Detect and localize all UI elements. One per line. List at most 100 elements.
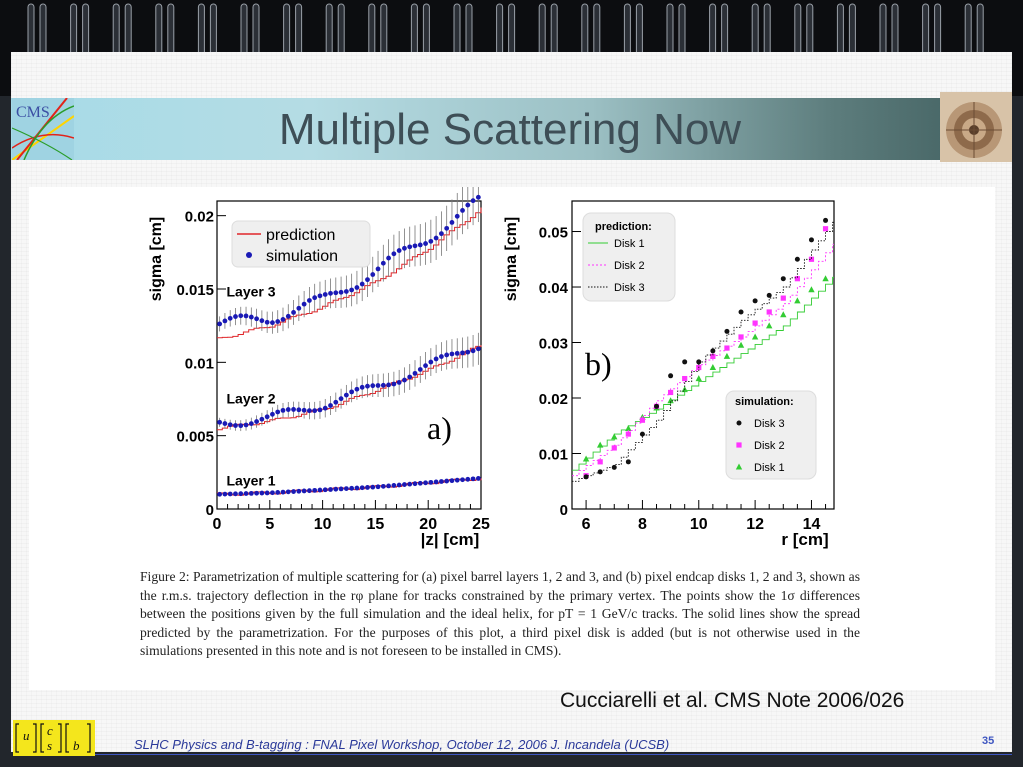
chart-b-simulation-point xyxy=(808,256,815,262)
chart-a-simulation-point xyxy=(217,419,223,425)
chart-a-simulation-point xyxy=(391,251,397,257)
chart-a-simulation-point xyxy=(412,481,418,487)
chart-a-simulation-point xyxy=(402,245,407,251)
chart-a-simulation-point xyxy=(470,348,476,354)
chart-a-simulation-point xyxy=(386,255,391,261)
chart-a-simulation-point xyxy=(439,479,444,484)
chart-b-panel-label: b) xyxy=(585,346,612,382)
chart-b-simulation-point xyxy=(738,309,744,315)
chart-a-simulation-point xyxy=(423,363,428,369)
chart-a-simulation-point xyxy=(291,489,296,494)
chart-a-simulation-point xyxy=(365,485,370,490)
chart-a-simulation-point xyxy=(386,382,391,388)
chart-a-ytick-label: 0.005 xyxy=(176,429,214,446)
chart-a-simulation-point xyxy=(359,281,365,287)
cms-logo-text: CMS xyxy=(16,104,50,121)
chart-a-simulation-point xyxy=(301,301,307,307)
chart-b-legend-prediction-entry: Disk 1 xyxy=(614,238,645,250)
chart-b-simulation-point xyxy=(723,352,731,359)
chart-a-simulation-point xyxy=(417,367,423,372)
chart-a-simulation-point xyxy=(270,411,275,417)
chart-a-xtick-label: 25 xyxy=(472,516,490,533)
chart-a-simulation-point xyxy=(349,485,355,491)
chart-a-simulation-point xyxy=(307,488,312,494)
chart-a-simulation-point xyxy=(217,491,223,497)
chart-a-simulation-point xyxy=(380,483,386,489)
chart-a-simulation-point xyxy=(280,317,286,322)
page-number: 35 xyxy=(982,735,995,747)
chart-a-simulation-point xyxy=(238,491,244,497)
chart-a-simulation-point xyxy=(449,351,455,357)
chart-a-simulation-point xyxy=(386,483,391,489)
chart-a-simulation-point xyxy=(460,477,465,483)
chart-a-simulation-point xyxy=(248,421,254,426)
chart-a-simulation-point xyxy=(454,477,460,483)
chart-a-simulation-point xyxy=(475,346,481,352)
chart-a-simulation-point xyxy=(428,238,434,244)
chart-b-legend-prediction-entry: Disk 3 xyxy=(614,282,645,294)
chart-a-simulation-point xyxy=(227,315,233,321)
chart-a-simulation-point xyxy=(227,491,233,497)
chart-a-simulation-point xyxy=(328,403,333,408)
chart-a-simulation-point xyxy=(354,386,360,392)
chart-b: 6 8 10 12 14 0 0.01 0.02 0.03 0.04 0.05 r [cm] sigma… xyxy=(503,200,835,549)
chart-b-xlabel: r [cm] xyxy=(781,530,828,549)
chart-a-simulation-point xyxy=(396,482,402,488)
chart-a-simulation-point xyxy=(475,194,481,200)
chart-a-simulation-point xyxy=(465,202,471,208)
chart-b-simulation-point xyxy=(667,397,674,404)
chart-a-simulation-point xyxy=(291,407,296,412)
chart-a-simulation-point xyxy=(338,486,344,492)
chart-a-ytick-label: 0.01 xyxy=(185,355,214,372)
chart-a-simulation-point xyxy=(317,487,323,493)
figure-panel: 0 5 10 15 20 25 0 0.005 0.01 0.015 0.02 |z| [cm] sig… xyxy=(29,187,995,690)
chart-a-simulation-point xyxy=(264,490,270,496)
chart-b-simulation-point xyxy=(822,275,829,282)
chart-a-simulation-point xyxy=(217,321,223,327)
chart-a-simulation-point xyxy=(391,381,397,387)
chart-a-legend-simulation: simulation xyxy=(266,248,338,265)
chart-a-simulation-point xyxy=(296,488,302,494)
ucsb-logo-icon: u c s b xyxy=(13,720,95,756)
chart-a-simulation-point xyxy=(359,485,365,491)
chart-b-simulation-point xyxy=(794,297,801,304)
chart-b-simulation-point xyxy=(780,295,786,301)
chart-b-simulation-point xyxy=(695,375,702,382)
chart-a-ytick-label: 0.02 xyxy=(185,209,214,226)
chart-b-simulation-point xyxy=(766,309,772,315)
chart-b-simulation-point xyxy=(738,334,744,340)
chart-b-ytick-label: 0.03 xyxy=(539,336,568,353)
chart-a-simulation-point xyxy=(433,235,439,241)
chart-a-simulation-point xyxy=(322,487,328,493)
chart-a-simulation-point xyxy=(328,290,333,296)
chart-a-simulation-point xyxy=(307,408,312,414)
chart-a-simulation-point xyxy=(460,350,465,356)
chart-b-simulation-point xyxy=(611,445,617,451)
chart-a-simulation-point xyxy=(449,478,455,484)
chart-a-simulation-point xyxy=(238,313,244,319)
chart-b-ytick-label: 0.05 xyxy=(539,225,568,242)
chart-a-simulation-point xyxy=(317,293,323,299)
chart-b-ylabel: sigma [cm] xyxy=(503,217,520,301)
chart-a-simulation-point xyxy=(349,389,355,395)
chart-a-simulation-point xyxy=(270,490,275,496)
chart-a-simulation-point xyxy=(423,241,428,246)
chart-b-legend-prediction xyxy=(582,212,676,302)
chart-b-simulation-point xyxy=(611,433,618,440)
chart-a-legend xyxy=(231,220,371,268)
cms-logo-icon xyxy=(12,98,74,160)
chart-b-simulation-point xyxy=(766,292,772,298)
chart-a-simulation-point xyxy=(343,289,349,294)
chart-b-simulation-point xyxy=(583,474,589,480)
chart-a-simulation-point xyxy=(243,491,249,496)
chart-a-simulation-point xyxy=(370,272,376,277)
chart-a-simulation-point xyxy=(312,487,318,493)
title-band xyxy=(11,98,1012,160)
chart-b-simulation-point xyxy=(639,417,646,423)
chart-a-simulation-point xyxy=(407,244,413,250)
chart-b-simulation-point xyxy=(794,256,800,262)
chart-a-simulation-point xyxy=(454,350,460,356)
chart-a-simulation-point xyxy=(365,277,370,283)
chart-a-simulation-point xyxy=(285,313,291,319)
chart-a-simulation-point xyxy=(280,407,286,413)
